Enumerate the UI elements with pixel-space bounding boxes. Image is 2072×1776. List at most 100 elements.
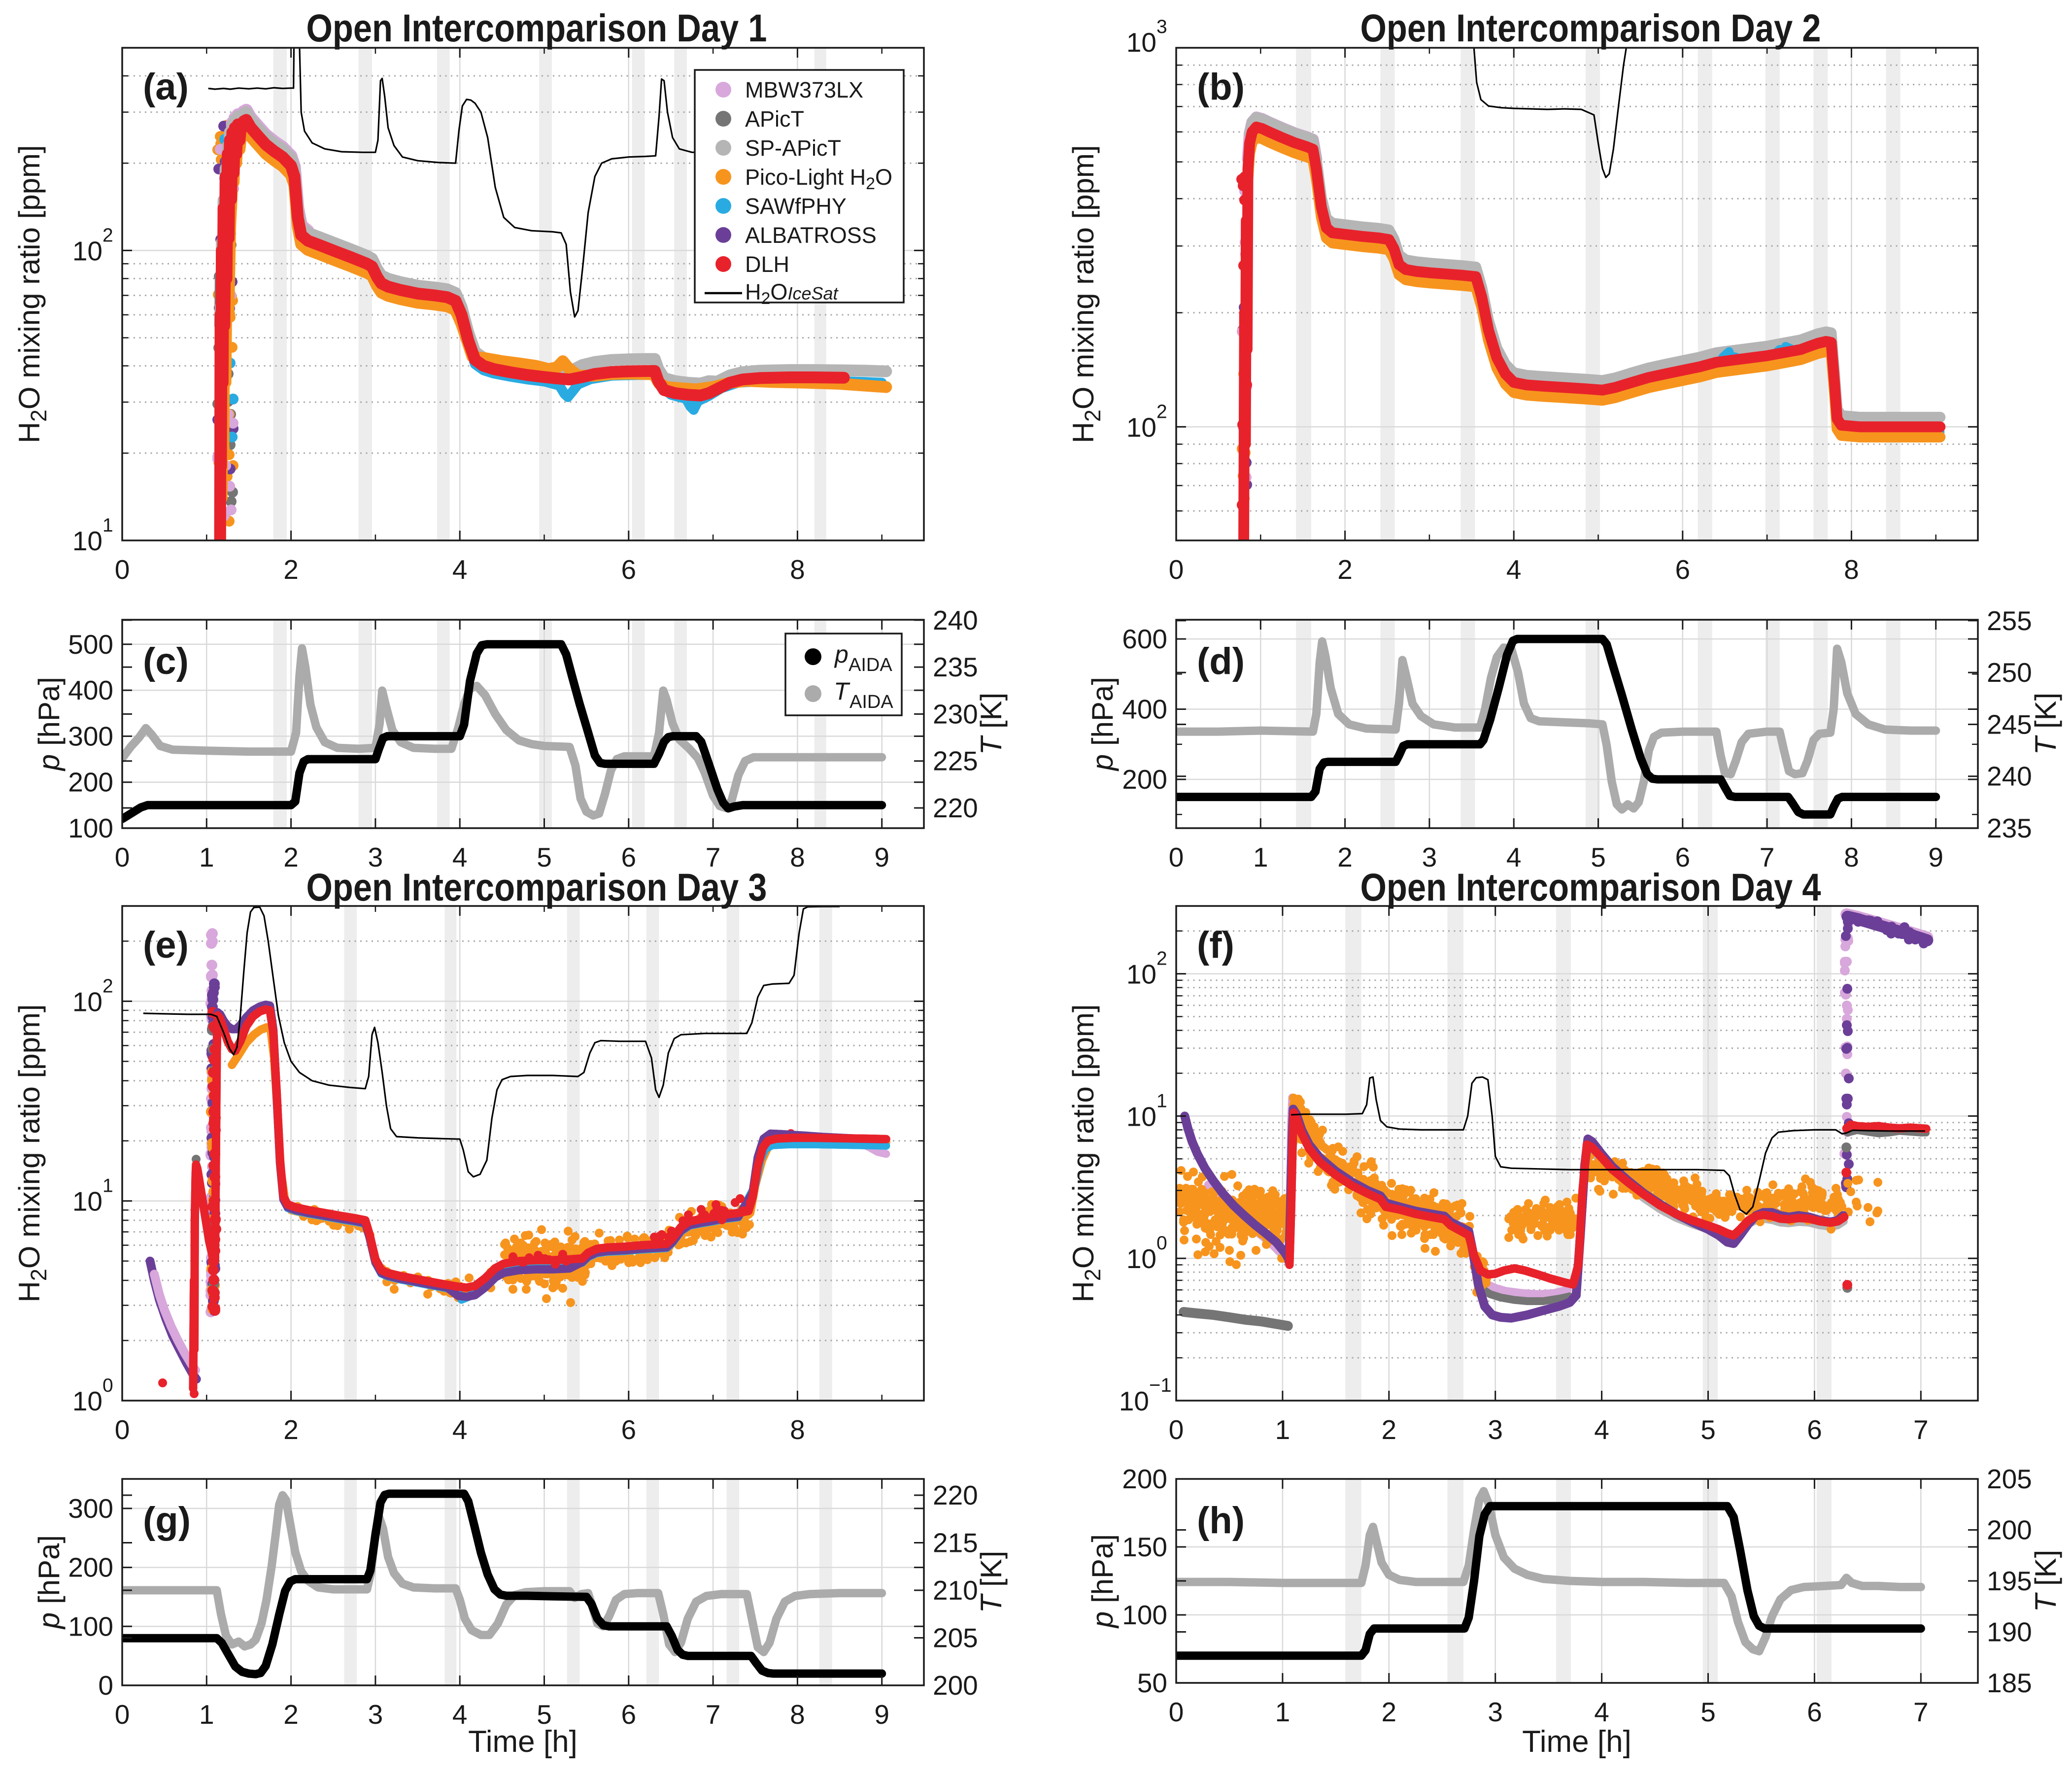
svg-text:200: 200 (1122, 764, 1167, 795)
svg-text:2: 2 (283, 1414, 299, 1445)
svg-text:ALBATROSS: ALBATROSS (745, 223, 877, 248)
svg-text:10: 10 (72, 526, 102, 556)
svg-text:1: 1 (1275, 1697, 1291, 1727)
svg-text:10: 10 (72, 235, 102, 266)
svg-text:3: 3 (1422, 842, 1437, 872)
svg-text:(h): (h) (1197, 1500, 1245, 1541)
svg-text:T: T (834, 677, 850, 705)
svg-text:3: 3 (1488, 1697, 1503, 1727)
svg-text:2: 2 (1156, 948, 1167, 970)
svg-text:50: 50 (1137, 1668, 1167, 1698)
svg-text:2: 2 (283, 554, 299, 585)
svg-text:7: 7 (1760, 842, 1775, 872)
svg-text:10: 10 (72, 1386, 102, 1416)
svg-text:245: 245 (1987, 709, 2032, 739)
svg-text:3: 3 (368, 1699, 383, 1730)
svg-text:APicT: APicT (745, 106, 804, 132)
svg-text:(b): (b) (1197, 66, 1245, 108)
svg-text:H2OIceSat: H2OIceSat (745, 279, 839, 308)
svg-text:5: 5 (1700, 1414, 1716, 1445)
svg-text:185: 185 (1987, 1668, 2032, 1698)
svg-text:0: 0 (102, 1375, 113, 1396)
svg-text:6: 6 (621, 1414, 637, 1445)
svg-text:7: 7 (1913, 1414, 1929, 1445)
svg-text:3: 3 (1488, 1414, 1503, 1445)
svg-text:8: 8 (790, 1699, 805, 1730)
svg-text:1: 1 (199, 842, 214, 872)
svg-text:Pico-Light H2O: Pico-Light H2O (745, 165, 892, 193)
svg-text:240: 240 (933, 605, 978, 636)
svg-text:9: 9 (874, 842, 889, 872)
svg-text:0: 0 (1169, 554, 1184, 585)
svg-text:Time [h]: Time [h] (1522, 1725, 1631, 1759)
svg-text:p [hPa]: p [hPa] (1086, 1534, 1119, 1629)
svg-text:200: 200 (933, 1670, 978, 1701)
svg-text:220: 220 (933, 1480, 978, 1510)
svg-text:195: 195 (1987, 1566, 2032, 1596)
svg-text:2: 2 (1382, 1414, 1397, 1445)
svg-text:100: 100 (1122, 1600, 1167, 1630)
svg-text:200: 200 (1987, 1515, 2032, 1545)
svg-text:5: 5 (1591, 842, 1606, 872)
svg-text:8: 8 (790, 842, 805, 872)
svg-text:T [K]: T [K] (2029, 693, 2062, 755)
svg-text:0: 0 (1169, 1414, 1184, 1445)
svg-text:4: 4 (1594, 1414, 1609, 1445)
svg-text:−1: −1 (1149, 1374, 1172, 1396)
svg-text:200: 200 (1122, 1464, 1167, 1494)
svg-text:0: 0 (98, 1670, 113, 1701)
svg-text:DLH: DLH (745, 252, 789, 277)
svg-text:2: 2 (1156, 401, 1167, 422)
svg-text:1: 1 (1275, 1414, 1291, 1445)
svg-text:4: 4 (1594, 1697, 1609, 1727)
svg-text:(c): (c) (143, 640, 189, 682)
svg-text:4: 4 (452, 1699, 468, 1730)
svg-text:AIDA: AIDA (849, 692, 893, 712)
svg-text:255: 255 (1987, 605, 2032, 636)
svg-text:6: 6 (621, 554, 637, 585)
svg-text:2: 2 (1337, 842, 1353, 872)
svg-text:4: 4 (1506, 842, 1522, 872)
svg-text:7: 7 (1913, 1697, 1929, 1727)
svg-text:210: 210 (933, 1575, 978, 1606)
svg-text:8: 8 (790, 554, 805, 585)
svg-text:Open Intercomparison Day 1: Open Intercomparison Day 1 (306, 6, 767, 50)
svg-text:(d): (d) (1197, 640, 1245, 682)
svg-text:6: 6 (1675, 554, 1691, 585)
svg-text:7: 7 (706, 842, 721, 872)
svg-text:MBW373LX: MBW373LX (745, 77, 863, 102)
svg-text:500: 500 (68, 629, 113, 660)
svg-text:10: 10 (1126, 1101, 1156, 1132)
svg-text:4: 4 (452, 842, 468, 872)
svg-text:2: 2 (283, 842, 299, 872)
svg-text:3: 3 (1156, 16, 1167, 37)
svg-text:p: p (834, 640, 849, 668)
svg-text:0: 0 (115, 842, 130, 872)
svg-text:2: 2 (1382, 1697, 1397, 1727)
svg-text:2: 2 (1337, 554, 1353, 585)
svg-text:0: 0 (1169, 1697, 1184, 1727)
svg-text:Open Intercomparison Day 3: Open Intercomparison Day 3 (306, 865, 767, 909)
svg-text:300: 300 (68, 1493, 113, 1524)
svg-text:8: 8 (1844, 842, 1859, 872)
svg-text:0: 0 (115, 554, 130, 585)
svg-text:9: 9 (874, 1699, 889, 1730)
svg-text:Open Intercomparison Day 2: Open Intercomparison Day 2 (1360, 6, 1821, 50)
svg-text:1: 1 (199, 1699, 214, 1730)
svg-text:215: 215 (933, 1528, 978, 1558)
svg-text:(f): (f) (1197, 924, 1234, 966)
svg-text:H2O mixing ratio [ppm]: H2O mixing ratio [ppm] (13, 145, 51, 443)
svg-text:H2O mixing ratio [ppm]: H2O mixing ratio [ppm] (1067, 145, 1105, 443)
svg-text:400: 400 (1122, 694, 1167, 725)
svg-text:235: 235 (933, 652, 978, 682)
svg-text:H2O mixing ratio [ppm]: H2O mixing ratio [ppm] (1067, 1004, 1105, 1302)
svg-text:6: 6 (621, 1699, 637, 1730)
svg-text:6: 6 (621, 842, 637, 872)
svg-text:5: 5 (1700, 1697, 1716, 1727)
svg-text:8: 8 (1844, 554, 1859, 585)
svg-text:8: 8 (790, 1414, 805, 1445)
svg-text:300: 300 (68, 721, 113, 751)
svg-text:0: 0 (115, 1699, 130, 1730)
svg-text:10: 10 (1126, 1243, 1156, 1274)
svg-text:2: 2 (102, 975, 113, 997)
